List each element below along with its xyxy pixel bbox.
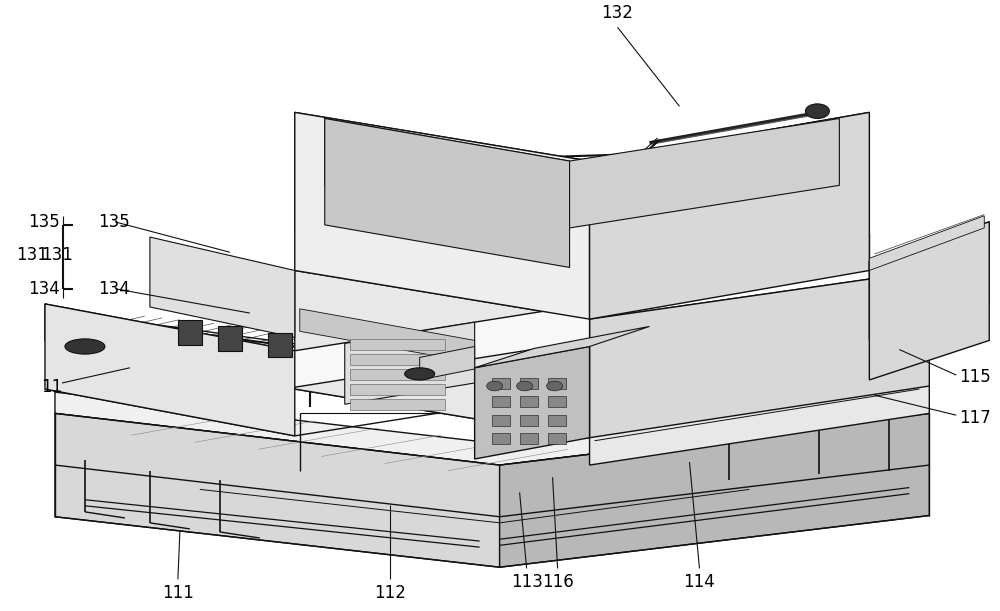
Circle shape [487, 381, 503, 391]
Text: 132: 132 [602, 4, 633, 23]
Bar [520, 378, 538, 389]
Polygon shape [590, 271, 929, 437]
Text: 135: 135 [98, 213, 130, 231]
Polygon shape [345, 322, 475, 404]
Polygon shape [295, 271, 929, 387]
Polygon shape [590, 337, 929, 465]
Polygon shape [325, 119, 839, 228]
Text: 116: 116 [542, 573, 573, 591]
Ellipse shape [65, 339, 105, 354]
FancyBboxPatch shape [268, 332, 292, 357]
Bar [492, 397, 510, 408]
Text: 131: 131 [41, 246, 73, 265]
Polygon shape [475, 326, 650, 368]
Bar [350, 400, 445, 411]
Bar [492, 433, 510, 444]
Polygon shape [869, 222, 989, 380]
Polygon shape [590, 112, 869, 319]
Polygon shape [55, 414, 500, 567]
Polygon shape [869, 216, 984, 271]
Bar [548, 433, 566, 444]
Polygon shape [869, 222, 989, 340]
Circle shape [517, 381, 533, 391]
Bar [520, 415, 538, 425]
Polygon shape [45, 304, 590, 387]
Bar [350, 384, 445, 395]
Polygon shape [420, 346, 475, 380]
Bar [492, 415, 510, 425]
Bar [520, 433, 538, 444]
Text: 111: 111 [162, 584, 194, 602]
Text: 134: 134 [98, 280, 130, 298]
Polygon shape [475, 346, 590, 459]
Polygon shape [45, 304, 295, 436]
Polygon shape [55, 392, 929, 465]
Bar [548, 415, 566, 425]
Bar [350, 338, 445, 349]
Text: 134: 134 [28, 280, 60, 298]
Circle shape [805, 104, 829, 119]
Bar [548, 397, 566, 408]
Ellipse shape [405, 368, 435, 380]
Polygon shape [295, 112, 869, 283]
Bar [350, 354, 445, 365]
Text: 112: 112 [374, 584, 406, 602]
Text: 135: 135 [28, 213, 60, 231]
Text: 114: 114 [684, 573, 715, 591]
Text: 117: 117 [959, 409, 991, 426]
Polygon shape [295, 271, 590, 437]
FancyBboxPatch shape [178, 320, 202, 345]
Text: 131: 131 [16, 246, 48, 265]
FancyBboxPatch shape [218, 326, 242, 351]
Bar [350, 369, 445, 380]
Text: 115: 115 [959, 368, 991, 386]
Polygon shape [295, 112, 590, 319]
Text: 113: 113 [511, 573, 543, 591]
Bar [492, 378, 510, 389]
Polygon shape [325, 119, 570, 268]
Text: 11: 11 [41, 378, 62, 397]
Polygon shape [500, 414, 929, 567]
Circle shape [547, 381, 563, 391]
Bar [520, 397, 538, 408]
Polygon shape [300, 309, 475, 363]
Bar [548, 378, 566, 389]
Polygon shape [150, 237, 295, 337]
